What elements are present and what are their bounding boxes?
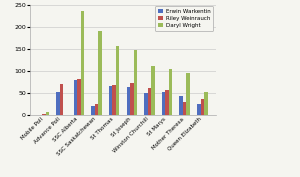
Bar [169,69,172,115]
Bar [200,99,204,115]
Bar [81,11,84,115]
Bar [151,66,155,115]
Bar [162,92,165,115]
Bar [109,86,112,115]
Bar [183,102,186,115]
Bar [148,88,151,115]
Bar [95,104,98,115]
Bar [77,79,81,115]
Bar [130,82,134,115]
Bar [127,87,130,115]
Bar [112,85,116,115]
Bar [42,114,46,115]
Bar [98,31,102,115]
Bar [116,46,119,115]
Legend: Erwin Warkentin, Riley Weinrauch, Daryl Wright: Erwin Warkentin, Riley Weinrauch, Daryl … [155,6,213,31]
Bar [91,106,95,115]
Bar [186,73,190,115]
Bar [74,80,77,115]
Bar [56,92,60,115]
Bar [204,92,208,115]
Bar [165,90,169,115]
Bar [179,96,183,115]
Bar [144,93,148,115]
Bar [197,104,200,115]
Bar [134,50,137,115]
Bar [46,112,49,115]
Bar [60,84,63,115]
